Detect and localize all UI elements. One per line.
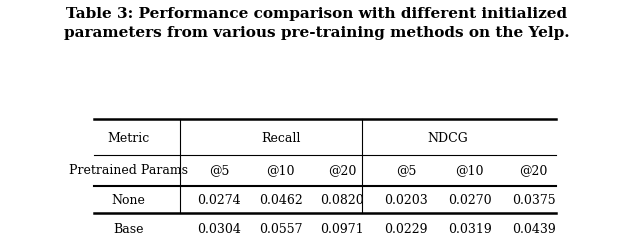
Text: 0.0304: 0.0304 (197, 223, 241, 236)
Text: Pretrained Params: Pretrained Params (69, 164, 188, 177)
Text: 0.0375: 0.0375 (512, 194, 555, 207)
Text: NDCG: NDCG (427, 132, 468, 145)
Text: 0.0270: 0.0270 (448, 194, 492, 207)
Text: Recall: Recall (261, 132, 301, 145)
Text: None: None (112, 194, 145, 207)
Text: 0.0229: 0.0229 (384, 223, 428, 236)
Text: 0.0557: 0.0557 (259, 223, 302, 236)
Text: 0.0274: 0.0274 (197, 194, 241, 207)
Text: @5: @5 (209, 164, 230, 177)
Text: @5: @5 (396, 164, 416, 177)
Text: 0.0319: 0.0319 (448, 223, 492, 236)
Text: Table 3: Performance comparison with different initialized
parameters from vario: Table 3: Performance comparison with dif… (64, 7, 570, 40)
Text: @20: @20 (519, 164, 548, 177)
Text: 0.0203: 0.0203 (384, 194, 428, 207)
Text: @10: @10 (456, 164, 484, 177)
Text: Base: Base (113, 223, 144, 236)
Text: Metric: Metric (107, 132, 150, 145)
Text: 0.0439: 0.0439 (512, 223, 555, 236)
Text: 0.0971: 0.0971 (320, 223, 364, 236)
Text: 0.0820: 0.0820 (320, 194, 364, 207)
Text: @20: @20 (328, 164, 356, 177)
Text: 0.0462: 0.0462 (259, 194, 302, 207)
Text: @10: @10 (266, 164, 295, 177)
